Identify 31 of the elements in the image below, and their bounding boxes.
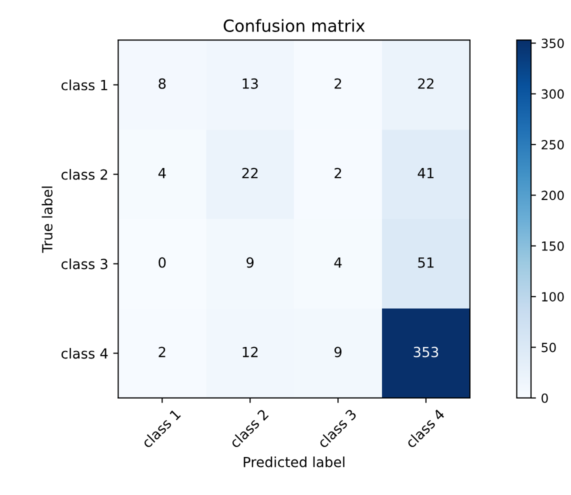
color-bar-label: 300 <box>542 89 564 99</box>
data-label: 13 <box>242 78 258 89</box>
data-label: 9 <box>334 346 342 358</box>
data-label: 4 <box>334 257 342 268</box>
y-tick-label: class 4 <box>62 348 108 359</box>
y-tick-label: class 1 <box>62 80 108 90</box>
data-label: 22 <box>418 78 434 89</box>
x-axis-title: Predicted label <box>244 456 344 468</box>
color-bar-label: 250 <box>542 140 564 150</box>
chart-title: Confusion matrix <box>224 19 365 32</box>
y-tick-label: class 2 <box>62 169 108 180</box>
data-label: 12 <box>242 346 258 358</box>
data-label: 41 <box>418 168 434 178</box>
color-bar-label: 50 <box>542 342 556 352</box>
data-label: 9 <box>246 257 254 268</box>
data-label: 353 <box>414 346 438 358</box>
y-tick-label: class 3 <box>62 258 108 270</box>
data-label: 4 <box>158 168 166 178</box>
data-label: 2 <box>334 78 342 89</box>
data-label: 0 <box>158 257 166 268</box>
data-label: 22 <box>242 168 258 178</box>
color-bar-label: 150 <box>542 241 564 251</box>
color-bar-label: 350 <box>542 38 564 48</box>
data-label: 51 <box>418 257 434 268</box>
data-label: 8 <box>158 78 166 89</box>
data-label: 2 <box>158 346 166 358</box>
color-bar-label: 0 <box>542 393 548 403</box>
color-bar-label: 200 <box>542 190 564 200</box>
data-label: 2 <box>334 168 342 178</box>
y-axis-title: True label <box>42 186 52 253</box>
color-bar-label: 100 <box>542 292 564 302</box>
